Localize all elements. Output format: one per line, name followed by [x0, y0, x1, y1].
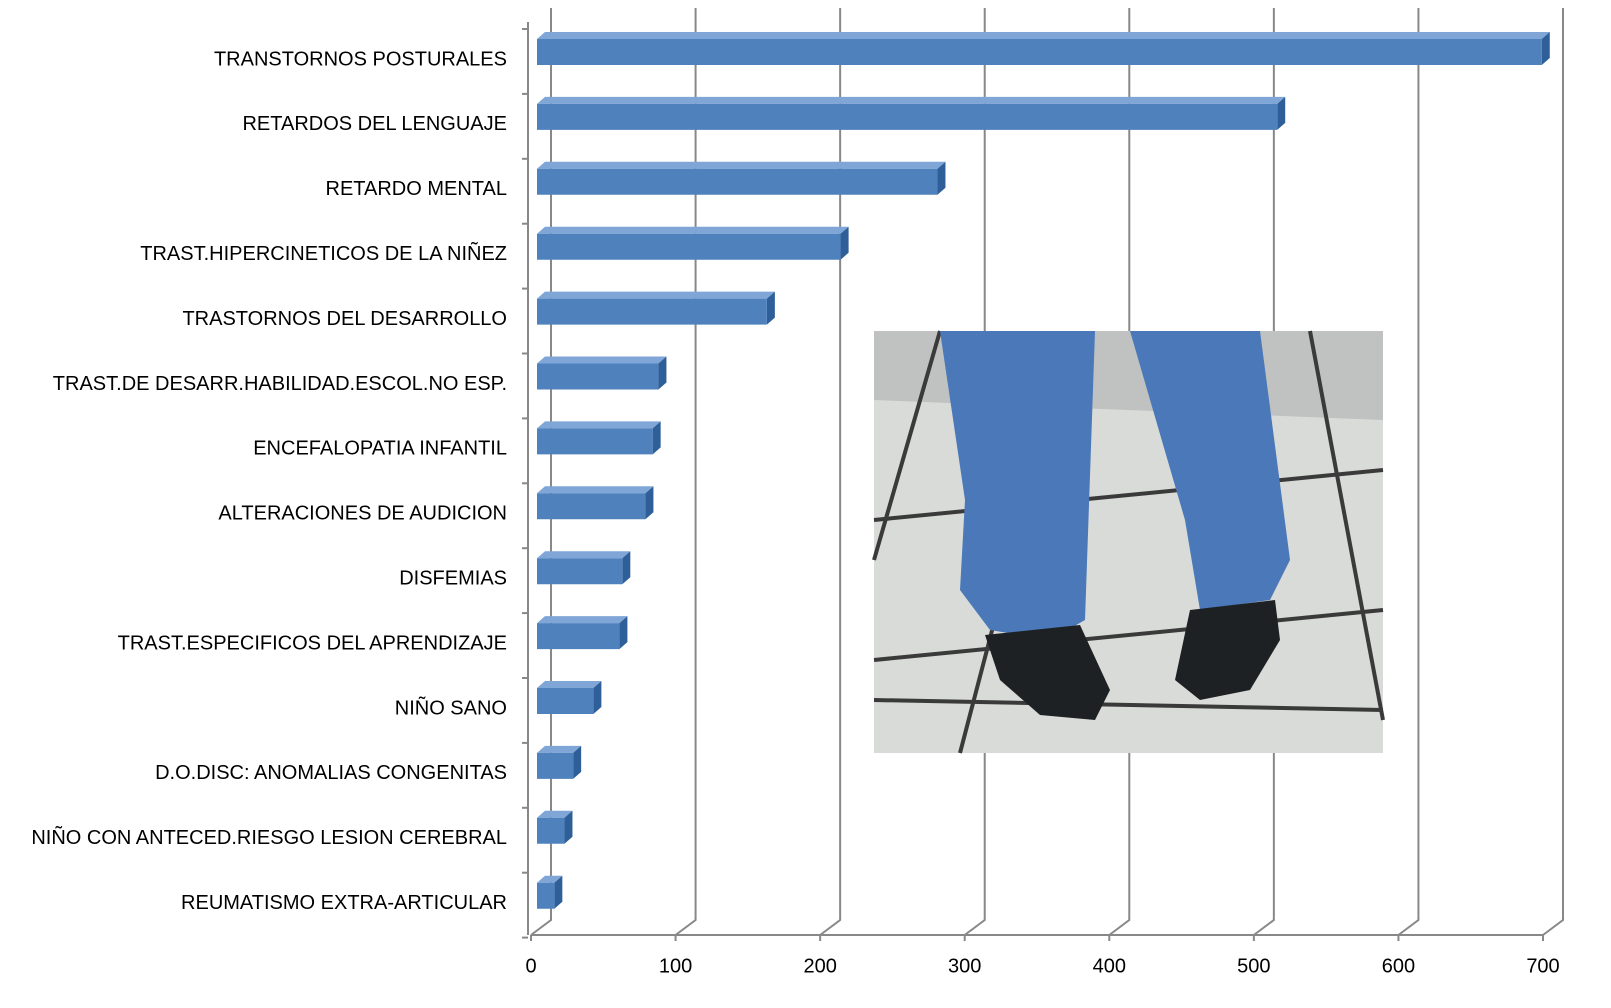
- grid-line: [1397, 8, 1420, 936]
- x-tick-label: 300: [948, 955, 981, 977]
- bar-face: [537, 558, 623, 585]
- bar-face: [658, 356, 667, 390]
- bar: [537, 875, 563, 909]
- x-tick-label: 500: [1237, 955, 1270, 977]
- bar: [537, 291, 775, 325]
- bar-face: [573, 745, 582, 779]
- bar-face: [537, 103, 1278, 130]
- bar-face: [1277, 96, 1286, 130]
- y-tick-label: REUMATISMO EXTRA-ARTICULAR: [181, 892, 507, 914]
- y-tick-label: TRAST.ESPECIFICOS DEL APRENDIZAJE: [118, 632, 507, 654]
- y-tick-label: TRANSTORNOS POSTURALES: [214, 48, 507, 70]
- bar-face: [537, 39, 1542, 65]
- bar: [537, 745, 582, 779]
- x-tick-label: 600: [1382, 955, 1415, 977]
- bar: [537, 356, 667, 390]
- grid-line: [819, 8, 842, 936]
- bar-face: [537, 428, 653, 455]
- x-tick-label: 700: [1526, 955, 1559, 977]
- bar: [537, 96, 1286, 130]
- bar-face: [1541, 32, 1550, 65]
- bar-face: [537, 233, 841, 260]
- y-tick-label: RETARDOS DEL LENGUAJE: [242, 113, 507, 135]
- bar-face: [554, 875, 563, 909]
- bar-face: [537, 681, 602, 688]
- bar-face: [766, 291, 775, 325]
- bar-face: [537, 623, 620, 650]
- bar-face: [537, 551, 631, 559]
- bar-face: [537, 882, 555, 909]
- y-tick-label: DISFEMIAS: [399, 567, 507, 589]
- bar-face: [537, 356, 667, 364]
- bar-face: [537, 161, 946, 169]
- bar-face: [652, 421, 661, 455]
- bar-face: [537, 226, 849, 234]
- bar: [537, 681, 602, 714]
- grid-line: [1108, 8, 1131, 936]
- bar-face: [537, 363, 659, 390]
- bar: [537, 32, 1550, 65]
- y-tick-label: D.O.DISC: ANOMALIAS CONGENITAS: [155, 762, 507, 784]
- bar-face: [619, 616, 628, 650]
- y-tick-label: ALTERACIONES DE AUDICION: [218, 503, 507, 525]
- x-tick-label: 200: [803, 955, 836, 977]
- bar: [537, 551, 631, 585]
- bar-face: [645, 486, 654, 520]
- grid-line: [1542, 8, 1564, 936]
- y-tick-label: TRASTORNOS DEL DESARROLLO: [182, 308, 507, 330]
- bar-face: [622, 551, 631, 585]
- bar-face: [537, 32, 1550, 39]
- bar-face: [537, 96, 1286, 104]
- x-tick-label: 0: [525, 955, 536, 977]
- y-tick-label: NIÑO SANO: [395, 695, 507, 719]
- bar: [537, 226, 849, 260]
- y-tick-label: RETARDO MENTAL: [326, 178, 508, 200]
- bar-face: [537, 493, 646, 520]
- bar: [537, 421, 661, 455]
- bar: [537, 616, 628, 650]
- bar-face: [537, 745, 582, 753]
- bar: [537, 486, 654, 520]
- bar-face: [593, 681, 602, 714]
- bar: [537, 161, 946, 195]
- inset-photo: [872, 330, 1385, 754]
- y-tick-label: ENCEFALOPATIA INFANTIL: [253, 438, 507, 460]
- x-tick-label: 400: [1093, 955, 1126, 977]
- bar-face: [537, 291, 775, 299]
- grid-line: [530, 8, 552, 936]
- bar-face: [537, 688, 594, 714]
- bar: [537, 810, 573, 844]
- bar-face: [537, 810, 573, 818]
- bar-face: [537, 817, 565, 844]
- bar-face: [537, 421, 661, 429]
- bar-face: [937, 161, 946, 195]
- bar-face: [537, 752, 574, 779]
- bar-face: [564, 810, 573, 844]
- y-tick-label: NIÑO CON ANTECED.RIESGO LESION CEREBRAL: [31, 825, 507, 849]
- grid-line: [964, 8, 986, 936]
- bar-face: [537, 486, 654, 494]
- bar-face: [537, 875, 563, 883]
- bar-face: [537, 616, 628, 624]
- bar-face: [537, 168, 938, 195]
- x-tick-label: 100: [659, 955, 692, 977]
- grid-line: [674, 8, 697, 936]
- y-tick-label: TRAST.DE DESARR.HABILIDAD.ESCOL.NO ESP.: [53, 373, 507, 395]
- bar-face: [537, 298, 767, 325]
- grid-line: [1253, 8, 1275, 936]
- y-tick-label: TRAST.HIPERCINETICOS DE LA NIÑEZ: [140, 241, 507, 265]
- bar-face: [840, 226, 849, 260]
